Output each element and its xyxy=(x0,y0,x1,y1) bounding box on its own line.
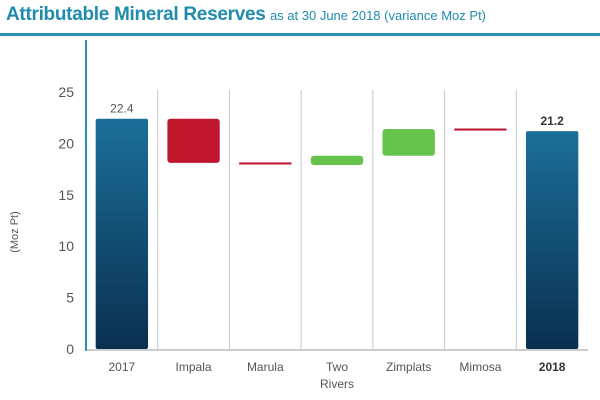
data-label: 22.4 xyxy=(110,102,134,116)
bar-two xyxy=(310,155,364,165)
bar-zimplats xyxy=(382,129,435,156)
chart-title: Attributable Mineral Reserves xyxy=(6,4,266,25)
bar-mimosa xyxy=(454,128,507,131)
chart-title-row: Attributable Mineral Reserves as at 30 J… xyxy=(6,4,486,26)
data-label: 21.2 xyxy=(540,114,564,128)
y-tick-label: 5 xyxy=(66,290,74,306)
title-rule xyxy=(0,33,600,36)
category-label-line2: Rivers xyxy=(320,377,354,391)
y-tick-label: 0 xyxy=(66,341,74,357)
bar-impala xyxy=(167,118,220,163)
y-axis-label: (Moz Pt) xyxy=(9,211,21,253)
category-label: Marula xyxy=(247,360,284,374)
bar-marula xyxy=(239,162,292,165)
chart-subtitle: as at 30 June 2018 (variance Moz Pt) xyxy=(269,8,487,23)
y-tick-label: 15 xyxy=(58,187,74,203)
y-tick-label: 20 xyxy=(58,135,74,151)
category-label: 2018 xyxy=(539,360,566,374)
bar-2017 xyxy=(95,118,149,349)
category-label: Mimosa xyxy=(459,360,501,374)
category-label: 2017 xyxy=(109,360,136,374)
bar-2018 xyxy=(525,131,579,349)
y-tick-label: 25 xyxy=(58,84,74,100)
category-label: Zimplats xyxy=(386,360,431,374)
y-tick-label: 10 xyxy=(58,238,74,254)
category-label: Two xyxy=(326,360,348,374)
category-label: Impala xyxy=(176,360,212,374)
